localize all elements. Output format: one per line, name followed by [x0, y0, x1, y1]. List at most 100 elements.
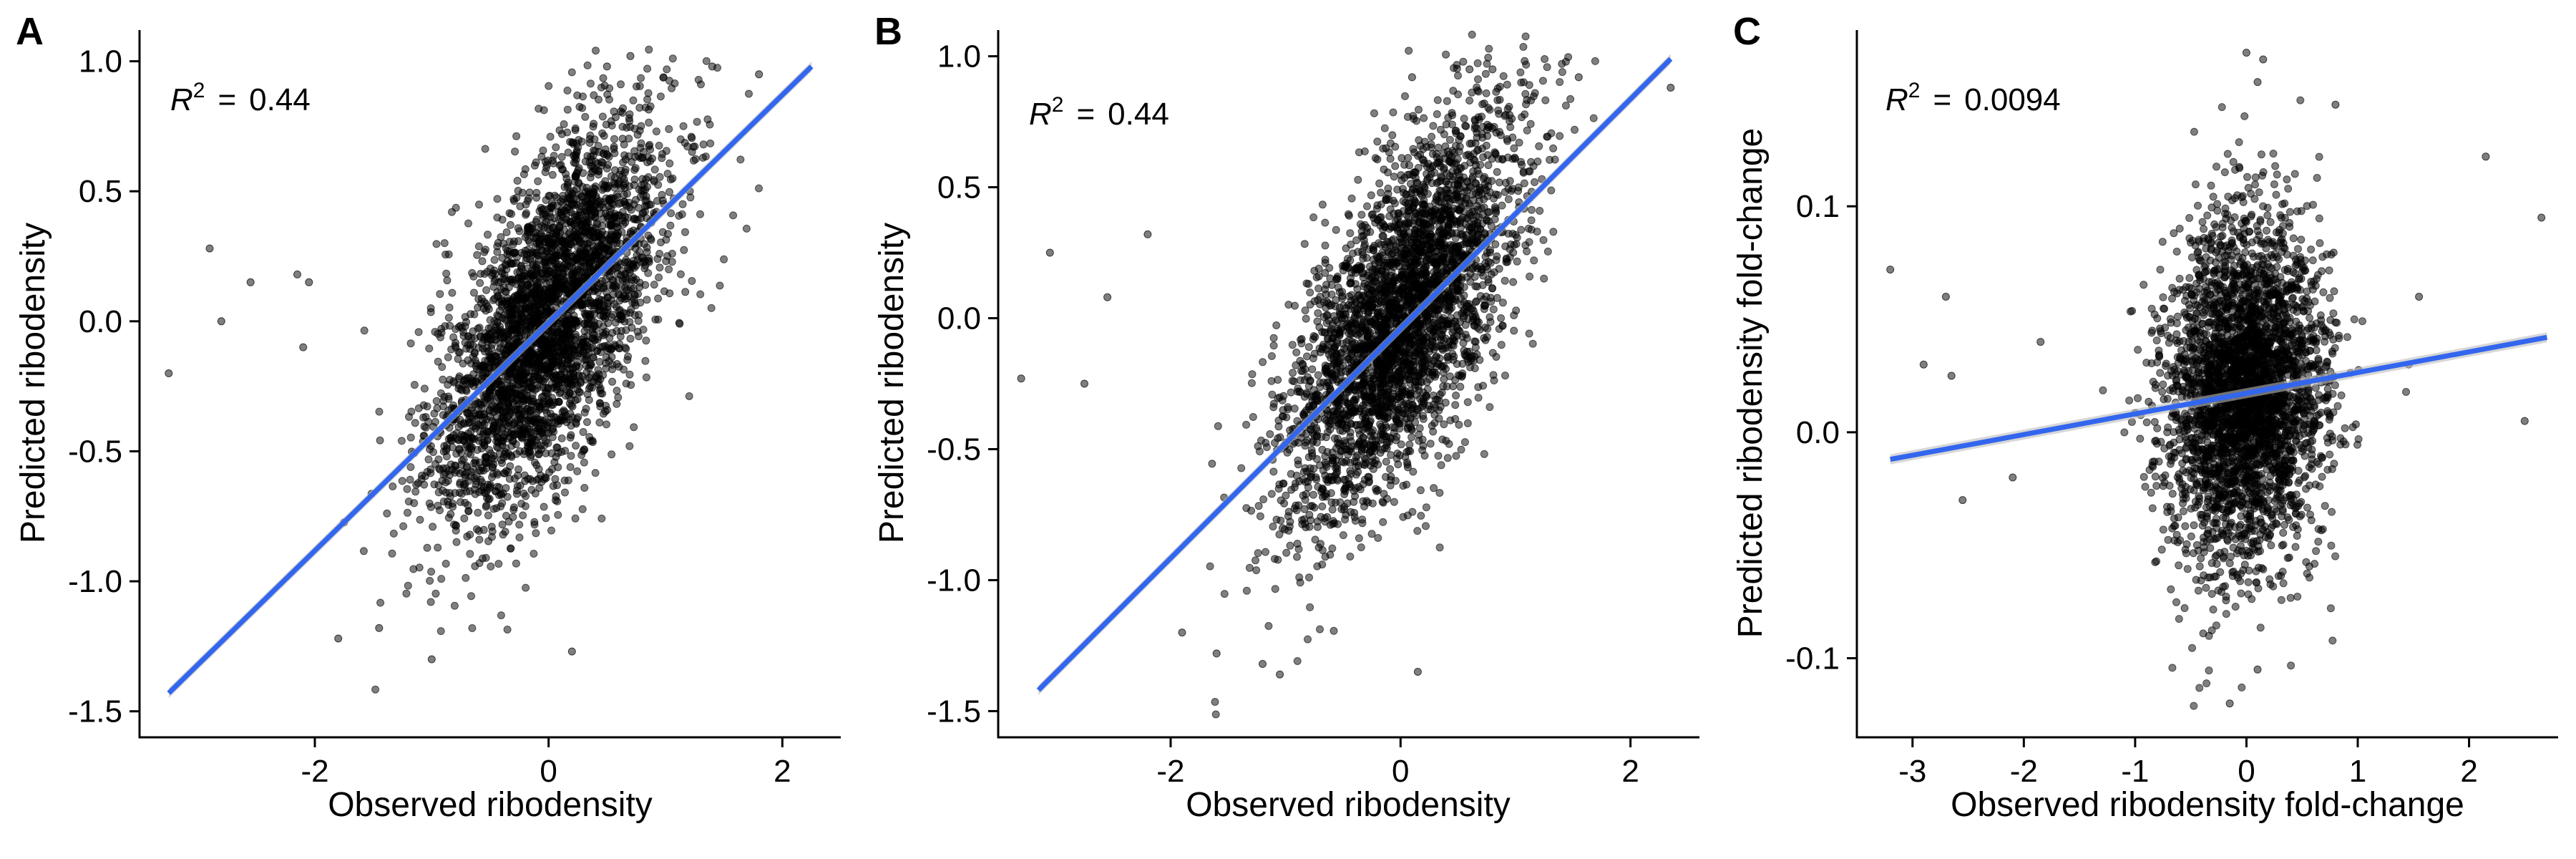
panel-a-data-point [542, 449, 550, 457]
panel-a-data-point [572, 318, 581, 326]
panel-a-data-point [545, 266, 553, 275]
panel-a-data-point [680, 139, 689, 147]
panel-a-data-point [473, 251, 482, 259]
panel-a-data-point [532, 529, 540, 538]
panel-a-data-point [544, 156, 552, 165]
panel-a-data-point [482, 501, 491, 510]
panel-a-data-point [541, 168, 550, 176]
panel-b-data-point [1489, 305, 1498, 314]
panel-b-data-point [1242, 420, 1251, 429]
panel-a-data-point [449, 503, 457, 511]
panel-b-data-point [1206, 562, 1214, 571]
panel-a-data-point [648, 154, 657, 162]
panel-a-data-point [590, 330, 598, 339]
panel-a-data-point [619, 158, 628, 167]
panel-a-data-point [411, 419, 419, 427]
panel-a-data-point [588, 343, 597, 351]
panel-a-data-point [426, 576, 434, 585]
panel-a-data-point [507, 388, 516, 397]
panel-a-data-point [484, 537, 492, 545]
panel-a-data-point [666, 221, 675, 230]
panel-a-data-point [567, 68, 576, 77]
panel-a-data-point [481, 145, 489, 153]
panel-a-data-point [451, 341, 459, 350]
panel-a-data-point [411, 487, 420, 496]
panel-a-data-point [630, 147, 639, 155]
panel-a-data-point [630, 423, 638, 432]
panel-a-data-point [599, 371, 608, 379]
panel-a-data-point [456, 415, 464, 424]
panel-a-data-point [665, 125, 673, 133]
panel-a-data-point [441, 469, 449, 477]
panel-b-data-point [1546, 155, 1554, 164]
panel-a-data-point [645, 118, 653, 127]
panel-a-data-point [610, 149, 619, 157]
panel-a-data-point [646, 234, 655, 243]
panel-a-data-point [610, 142, 618, 151]
panel-a-data-point [476, 278, 484, 287]
panel-b-data-point [1347, 194, 1356, 203]
panel-a-data-point [441, 560, 450, 568]
panel-b-data-point [1220, 590, 1229, 598]
panel-a-data-point [454, 355, 462, 363]
panel-a-data-point [577, 346, 585, 354]
panel-b-data-point [1526, 120, 1535, 128]
panel-a-data-point [583, 61, 592, 69]
panel-a-data-point [553, 481, 561, 490]
panel-a-data-point [509, 373, 518, 381]
panel-a-data-point [407, 407, 416, 416]
panel-a-data-point [568, 273, 577, 281]
panel-a-data-point [431, 589, 440, 598]
panel-a-data-point [610, 281, 619, 290]
panel-a-data-point [575, 180, 583, 188]
panel-a-y-tick-label: -1.0 [68, 564, 122, 599]
panel-b-data-point [1393, 185, 1402, 194]
panel-a-data-point [665, 188, 673, 196]
panel-a-data-point [480, 413, 489, 422]
panel-a-data-point [545, 364, 554, 373]
panel-a-outlier-point [246, 278, 255, 286]
panel-a-data-point [613, 360, 621, 368]
panel-a-data-point [545, 82, 553, 90]
panel-a-data-point [641, 356, 650, 365]
panel-b-data-point [1556, 132, 1564, 140]
panel-a-data-point [637, 122, 645, 130]
panel-a-data-point [513, 177, 522, 185]
panel-a-data-point [548, 170, 557, 179]
panel-a-data-point [399, 522, 408, 530]
panel-a-data-point [608, 313, 616, 321]
panel-a-data-point [441, 322, 449, 331]
panel-a-data-point [414, 328, 423, 336]
panel-a-data-point [436, 627, 445, 636]
panel-a-data-point [517, 374, 526, 383]
panel-b-data-point [1404, 154, 1413, 162]
panel-b-data-point [1443, 454, 1452, 462]
panel-a-data-point [625, 286, 633, 294]
panel-a-data-point [406, 433, 415, 442]
panel-a-data-point [445, 304, 454, 312]
panel-a-data-point [653, 255, 662, 263]
panel-b-data-point [1413, 527, 1422, 535]
panel-a-data-point [696, 210, 704, 218]
panel-a-data-point [429, 523, 437, 531]
panel-b-data-point [1468, 30, 1476, 39]
panel-a-data-point [559, 285, 567, 293]
panel-a-data-point [540, 399, 548, 408]
panel-a-data-point [675, 212, 683, 220]
panel-b-data-point [1289, 369, 1297, 377]
panel-a-data-point [523, 280, 532, 288]
panel-b-data-point [1527, 205, 1536, 214]
panel-a-data-point [371, 685, 380, 694]
panel-a-data-point [614, 393, 623, 402]
panel-a-data-point [533, 264, 542, 272]
panel-a-data-point [501, 528, 509, 536]
panel-a-data-point [438, 363, 447, 372]
panel-a-data-point [626, 334, 635, 343]
panel-a-data-point [618, 326, 625, 335]
panel-a-data-point [484, 427, 492, 436]
panel-a-data-point [592, 47, 600, 55]
panel-a-data-point [555, 398, 563, 407]
panel-a-data-point [482, 286, 491, 294]
panel-a-data-point [471, 562, 479, 571]
panel-b-data-point [1374, 534, 1382, 542]
